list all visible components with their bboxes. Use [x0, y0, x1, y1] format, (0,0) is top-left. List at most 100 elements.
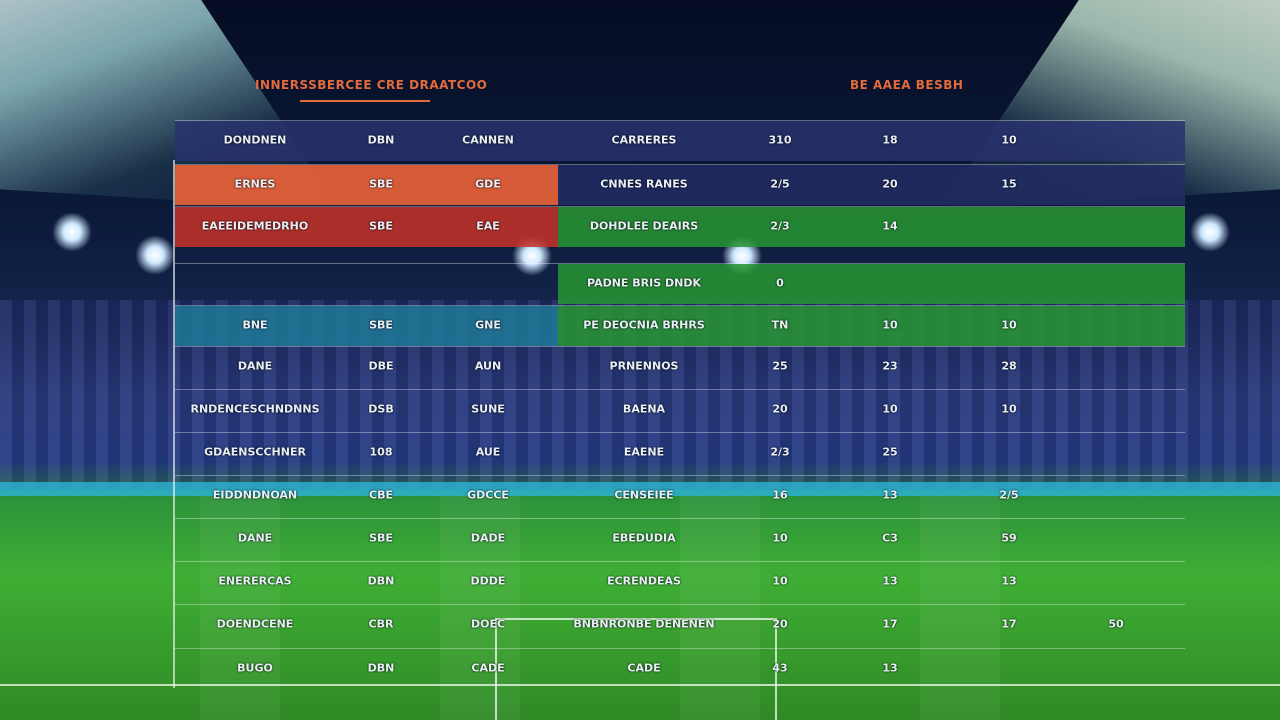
table-cell: CENSEIEE — [614, 488, 674, 502]
table-row — [175, 346, 1185, 387]
table-cell: PE DEOCNIA BRHRS — [583, 318, 705, 332]
table-cell: 17 — [1001, 617, 1017, 631]
table-cell: 14 — [882, 219, 898, 233]
table-row — [175, 518, 1185, 559]
heading: BE AAEA BESBH — [850, 78, 964, 92]
row-band — [175, 165, 558, 205]
pitch-stripe — [920, 496, 1000, 720]
floodlight — [52, 212, 92, 252]
table-cell: 10 — [772, 574, 788, 588]
goal-post — [775, 618, 777, 720]
floodlight — [1190, 212, 1230, 252]
row-band — [175, 121, 1185, 161]
table-cell: CBE — [369, 488, 393, 502]
table-cell: DADE — [470, 531, 506, 545]
table-cell: 13 — [882, 661, 898, 675]
table-cell: ENERERCAS — [218, 574, 292, 588]
table-cell: 28 — [1001, 359, 1017, 373]
table-cell: AUE — [475, 445, 501, 459]
table-cell: DBN — [367, 661, 395, 675]
table-row — [175, 305, 1185, 346]
row-band — [558, 264, 1185, 304]
table-cell: DONDNEN — [223, 133, 287, 147]
table-cell: DBN — [367, 133, 395, 147]
table-cell: 2/3 — [770, 219, 790, 233]
goal-bar — [495, 618, 777, 620]
table-row — [175, 475, 1185, 516]
table-cell: 20 — [772, 617, 788, 631]
table-cell: ERNES — [234, 177, 276, 191]
table-cell: 43 — [772, 661, 788, 675]
table-cell: DDDE — [470, 574, 506, 588]
table-row — [175, 263, 1185, 304]
row-band — [558, 306, 1185, 346]
table-cell: 2/5 — [999, 488, 1019, 502]
table-cell: 2/5 — [770, 177, 790, 191]
table-cell: 59 — [1001, 531, 1017, 545]
table-cell: 15 — [1001, 177, 1017, 191]
table-cell: GDE — [475, 177, 501, 191]
table-cell: BNBNRONBE DENENEN — [573, 617, 715, 631]
table-cell: 10 — [772, 531, 788, 545]
table-cell: 25 — [882, 445, 898, 459]
table-cell: EAENE — [623, 445, 665, 459]
table-cell: AUN — [474, 359, 502, 373]
table-row — [175, 206, 1185, 247]
table-cell: GNE — [475, 318, 501, 332]
table-cell: DSB — [368, 402, 394, 416]
table-cell: CANNEN — [462, 133, 514, 147]
row-band — [175, 306, 558, 346]
table-cell: CARRERES — [611, 133, 677, 147]
table-cell: DBN — [367, 574, 395, 588]
table-cell: DANE — [237, 359, 273, 373]
table-cell: SBE — [369, 531, 393, 545]
table-row — [175, 604, 1185, 645]
table-cell: SUNE — [471, 402, 505, 416]
goal-post — [495, 618, 497, 720]
floodlight — [135, 235, 175, 275]
table-cell: 13 — [882, 574, 898, 588]
table-cell: DOENDCENE — [216, 617, 294, 631]
heading: INNERSSBERCEE CRE DRAATCOO — [255, 78, 488, 92]
table-cell: 25 — [772, 359, 788, 373]
table-cell: EBEDUDIA — [612, 531, 676, 545]
table-cell: 310 — [768, 133, 792, 147]
table-cell: 10 — [882, 318, 898, 332]
table-row — [175, 648, 1185, 689]
table-cell: EAE — [476, 219, 500, 233]
table-row — [175, 432, 1185, 473]
table-cell: CADE — [627, 661, 661, 675]
table-cell: BAENA — [622, 402, 666, 416]
pitch-line — [0, 684, 1280, 686]
table-row — [175, 120, 1185, 161]
table-cell: SBE — [369, 177, 393, 191]
table-cell: DOEC — [470, 617, 506, 631]
table-cell: CNNES RANES — [600, 177, 688, 191]
table-cell: GDAENSCCHNER — [204, 445, 306, 459]
table-cell: PRNENNOS — [609, 359, 679, 373]
table-cell: 10 — [1001, 402, 1017, 416]
table-cell: TN — [771, 318, 789, 332]
row-band — [558, 207, 1185, 247]
table-cell: 17 — [882, 617, 898, 631]
table-cell: CBR — [368, 617, 394, 631]
table-cell: GDCCE — [467, 488, 509, 502]
table-cell: DBE — [368, 359, 394, 373]
table-cell: EIDDNDNOAN — [212, 488, 298, 502]
table-cell: RNDENCESCHNDNNS — [190, 402, 320, 416]
table-cell: BNE — [242, 318, 268, 332]
table-cell: PADNE BRIS DNDK — [587, 276, 701, 290]
table-cell: 23 — [882, 359, 898, 373]
table-cell: 13 — [882, 488, 898, 502]
table-cell: CADE — [471, 661, 505, 675]
table-cell: 10 — [1001, 133, 1017, 147]
table-cell: BUGO — [237, 661, 273, 675]
table-cell: 10 — [882, 402, 898, 416]
divider — [173, 160, 175, 688]
table-cell: 13 — [1001, 574, 1017, 588]
pitch-stripe — [680, 496, 760, 720]
table-cell: 20 — [772, 402, 788, 416]
table-cell: 16 — [772, 488, 788, 502]
table-row — [175, 164, 1185, 205]
